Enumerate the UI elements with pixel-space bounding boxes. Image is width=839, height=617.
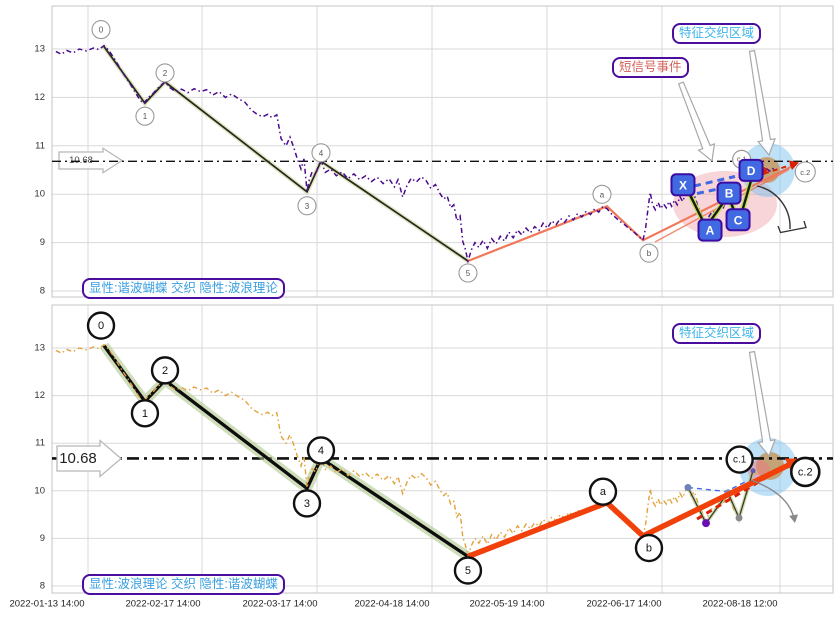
panel-border-top — [51, 5, 834, 298]
point-circle-c2-bottom — [789, 456, 821, 488]
panel-top-caption: 显性:谐波蝴蝶 交织 隐性:波浪理论 — [82, 278, 285, 299]
pattern-box-letter-D: D — [747, 164, 756, 178]
pattern-dot-D — [750, 468, 756, 474]
pattern-box-letter-X: X — [679, 178, 687, 192]
y-tick-label: 8 — [40, 581, 45, 592]
feature-arrow-bottom — [748, 350, 776, 458]
wave-line-bottom — [102, 344, 469, 558]
wave-circle-bottom-2-label: 2 — [162, 365, 168, 377]
wave-circle-bottom-4-label: 4 — [318, 445, 324, 457]
wave-circle-bottom-a — [588, 477, 618, 506]
pattern-box-letter-C: C — [734, 213, 743, 227]
point-circle-c2-top — [794, 161, 816, 183]
hint-curve-arrow — [750, 479, 795, 520]
wave-circle-top-2 — [155, 63, 175, 83]
hline-pointer-bottom — [56, 439, 122, 478]
x-tick-label: 2022-03-17 14:00 — [242, 599, 317, 610]
y-tick-label: 11 — [35, 140, 45, 151]
hint-curve-arrowhead — [789, 514, 798, 523]
pattern-box-letter-A: A — [706, 224, 715, 238]
wave-circle-bottom-0-label: 0 — [98, 320, 104, 332]
panel-bg-top — [52, 6, 833, 297]
x-tick-label: 2022-05-19 14:00 — [469, 599, 544, 610]
feature-arrow-top — [748, 49, 776, 157]
wave-circle-top-0-label: 0 — [99, 26, 104, 35]
measure-arc — [756, 185, 791, 230]
wave-circle-bottom-1 — [130, 399, 160, 428]
wave-circle-bottom-a-label: a — [600, 486, 607, 498]
pattern-box-A — [697, 218, 723, 242]
point-circle-c1-bottom-label: c.1 — [733, 455, 747, 466]
wave-circle-top-1 — [135, 106, 155, 126]
y-tick-label: 11 — [35, 438, 45, 449]
feature-zone-label-top: 特征交织区域 — [672, 23, 762, 44]
pattern-box-B — [716, 181, 742, 205]
wave-circle-bottom-3-label: 3 — [304, 498, 310, 510]
wave-circle-bottom-2 — [150, 356, 180, 385]
x-tick-label: 2022-01-13 14:00 — [9, 599, 84, 610]
wave-circle-top-2-label: 2 — [163, 69, 168, 78]
wave-circle-top-4-label: 4 — [319, 149, 324, 158]
y-tick-label: 9 — [40, 237, 45, 248]
y-tick-label: 13 — [34, 343, 45, 354]
wave-circle-bottom-0 — [86, 311, 116, 340]
point-circle-c2-top-label: c.2 — [800, 168, 810, 177]
wave-circle-bottom-5 — [453, 556, 483, 585]
panel-border-bottom — [51, 304, 834, 594]
y-tick-label: 9 — [40, 533, 45, 544]
y-tick-label: 13 — [34, 44, 45, 55]
wave-circle-top-4 — [311, 143, 331, 163]
point-circle-c1-bottom — [725, 445, 754, 474]
y-tick-label: 8 — [40, 286, 45, 297]
y-tick-label: 10 — [34, 189, 45, 200]
wave-circle-bottom-4 — [306, 436, 336, 465]
wave-circle-bottom-3 — [292, 489, 322, 518]
wave-circle-bottom-1-label: 1 — [142, 408, 148, 420]
pattern-box-letter-B: B — [725, 187, 734, 201]
wave-circle-top-5-label: 5 — [466, 269, 471, 278]
short-signal-arrow — [677, 81, 716, 163]
hline-pointer-top — [58, 147, 124, 174]
feature-zone-label-bottom: 特征交织区域 — [672, 323, 762, 344]
wave-circle-top-1-label: 1 — [143, 112, 148, 121]
wave-circle-bottom-b — [634, 533, 664, 563]
x-tick-label: 2022-02-17 14:00 — [125, 599, 200, 610]
pattern-box-X — [670, 173, 696, 197]
pattern-dot-C — [735, 514, 743, 522]
wave-circle-top-5 — [458, 263, 478, 283]
x-tick-label: 2022-08-18 12:00 — [702, 599, 777, 610]
wave-circle-top-b — [639, 243, 659, 263]
abc-line-bottom — [467, 458, 798, 560]
hline-value-top: 10.68 — [69, 155, 93, 166]
projection-arrowhead-top — [788, 160, 799, 170]
wave-circle-top-a-label: a — [600, 190, 605, 199]
pattern-dot-X — [684, 483, 692, 491]
wave-circle-top-3-label: 3 — [305, 202, 310, 211]
wave-line-top — [103, 46, 469, 262]
short-signal-label: 短信号事件 — [612, 57, 689, 78]
wave-circle-top-3 — [297, 196, 317, 216]
point-circle-c2-bottom-label: c.2 — [798, 466, 813, 478]
measure-tick — [777, 220, 807, 234]
y-tick-label: 10 — [34, 485, 45, 496]
wave-circle-top-0 — [91, 20, 111, 40]
wave-circle-top-a — [592, 184, 612, 204]
y-tick-label: 12 — [34, 92, 45, 103]
pattern-dot-A — [702, 519, 711, 528]
pattern-box-C — [725, 208, 751, 232]
price-line-bottom — [55, 343, 761, 560]
x-tick-label: 2022-06-17 14:00 — [586, 599, 661, 610]
wave-circle-bottom-5-label: 5 — [465, 565, 471, 577]
x-tick-label: 2022-04-18 14:00 — [354, 599, 429, 610]
pattern-box-D — [738, 158, 764, 182]
hline-value-bottom: 10.68 — [59, 450, 97, 467]
panel-bottom-caption: 显性:波浪理论 交织 隐性:谐波蝴蝶 — [82, 574, 285, 595]
wave-circle-top-b-label: b — [647, 249, 652, 258]
wave-circle-bottom-b-label: b — [646, 543, 652, 555]
y-tick-label: 12 — [34, 390, 45, 401]
